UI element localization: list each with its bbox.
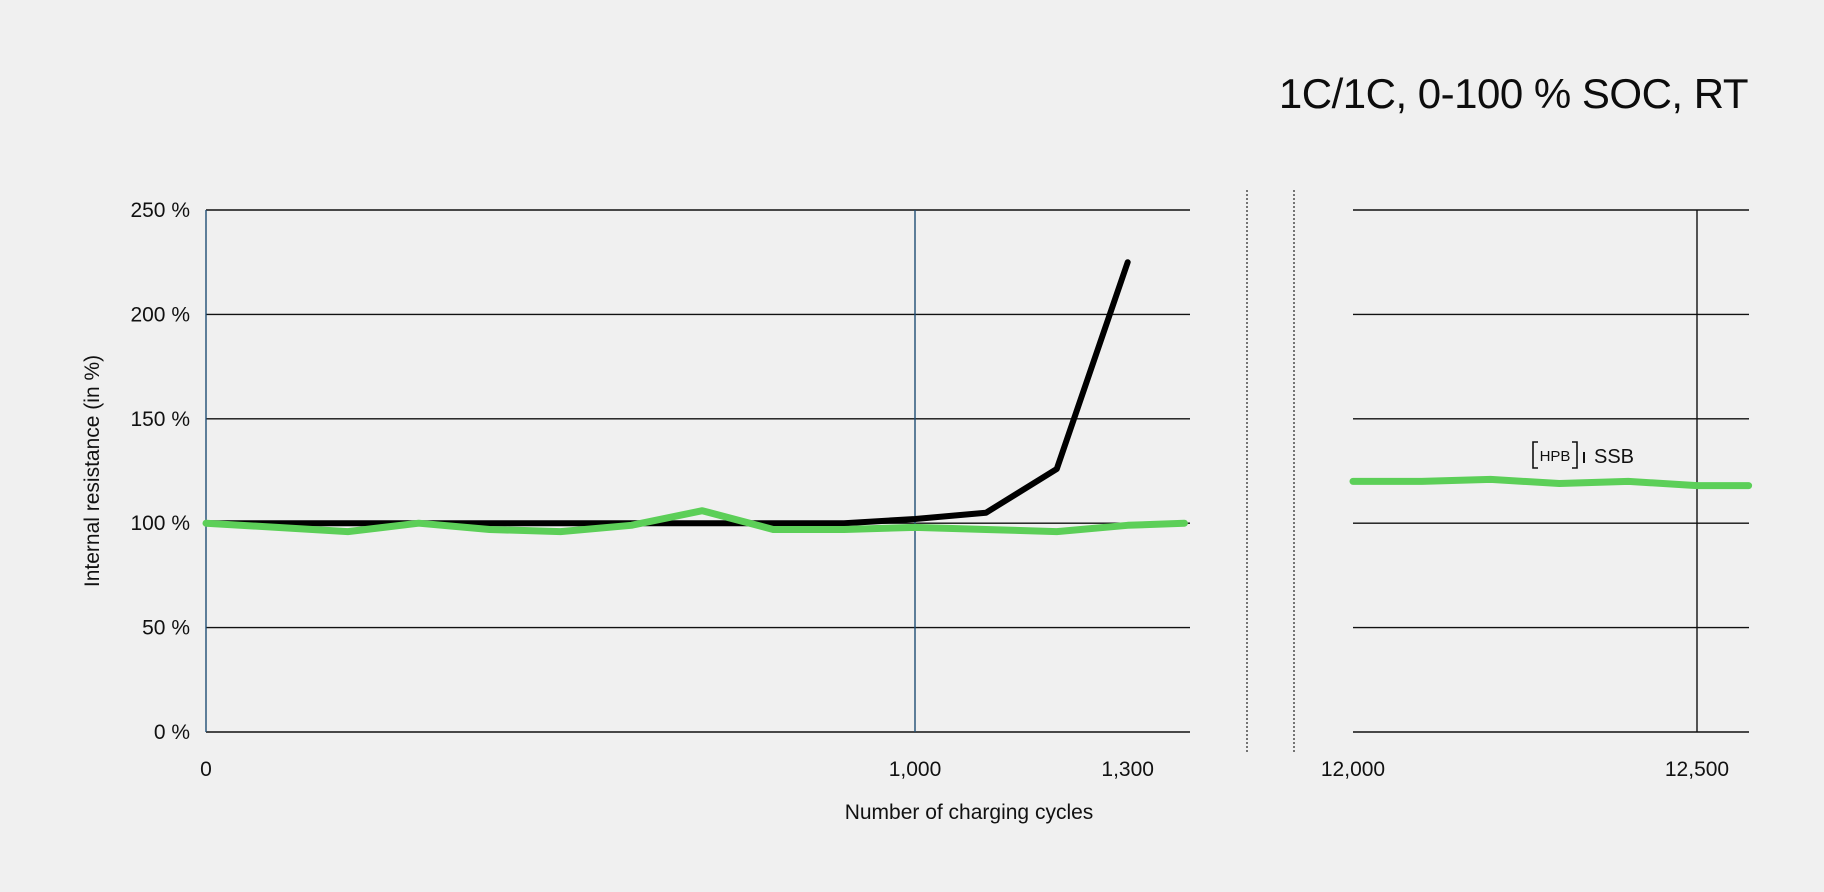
- series-line-ssb: [202, 507, 1188, 536]
- label-layer: 0 % 50 % 100 % 150 % 200 % 250 % 0 1,000 1,300 12…: [81, 199, 1729, 824]
- series-line-reference: [203, 259, 1131, 527]
- y-tick-label: 150 %: [130, 408, 190, 431]
- y-tick-label: 50 %: [142, 617, 190, 640]
- series-layer: [202, 259, 1753, 536]
- axis-layer: [205, 190, 1295, 752]
- series-label-ssb: SSB: [1594, 446, 1634, 468]
- hpb-logo-icon: HPB: [1532, 441, 1585, 469]
- x-tick-label: 12,000: [1321, 758, 1385, 781]
- y-tick-label: 0 %: [154, 721, 190, 744]
- logo-bracket-right: [1572, 441, 1578, 469]
- logo-text: HPB: [1540, 448, 1571, 465]
- series-line-ssb: [1349, 475, 1753, 490]
- y-axis-title: Internal resistance (in %): [81, 355, 104, 587]
- x-tick-label: 1,000: [889, 758, 942, 781]
- grid-layer: [206, 209, 1749, 733]
- x-tick-label: 12,500: [1665, 758, 1729, 781]
- x-tick-label: 0: [200, 758, 212, 781]
- chart-title: 1C/1C, 0-100 % SOC, RT: [1278, 70, 1749, 117]
- y-tick-label: 200 %: [130, 303, 190, 326]
- y-tick-label: 100 %: [130, 512, 190, 535]
- y-tick-label: 250 %: [130, 199, 190, 222]
- x-tick-label: 1,300: [1101, 758, 1154, 781]
- x-axis-title: Number of charging cycles: [845, 801, 1094, 824]
- logo-bracket-left: [1532, 441, 1538, 469]
